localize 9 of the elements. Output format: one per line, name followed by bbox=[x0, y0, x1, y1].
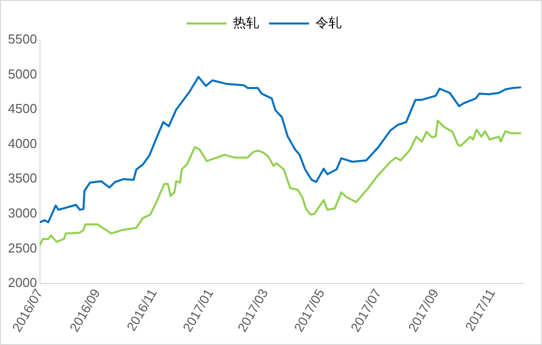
y-tick-label: 2500 bbox=[8, 240, 37, 256]
y-tick-label: 4000 bbox=[8, 136, 37, 151]
y-tick-label: 3000 bbox=[8, 206, 37, 221]
y-tick-label: 5500 bbox=[8, 32, 37, 47]
y-tick-label: 5000 bbox=[8, 66, 37, 82]
legend-label: 令轧 bbox=[316, 16, 342, 31]
y-tick-label: 4500 bbox=[8, 101, 37, 116]
y-tick-label: 3500 bbox=[8, 170, 37, 186]
legend-label: 热轧 bbox=[233, 16, 259, 31]
